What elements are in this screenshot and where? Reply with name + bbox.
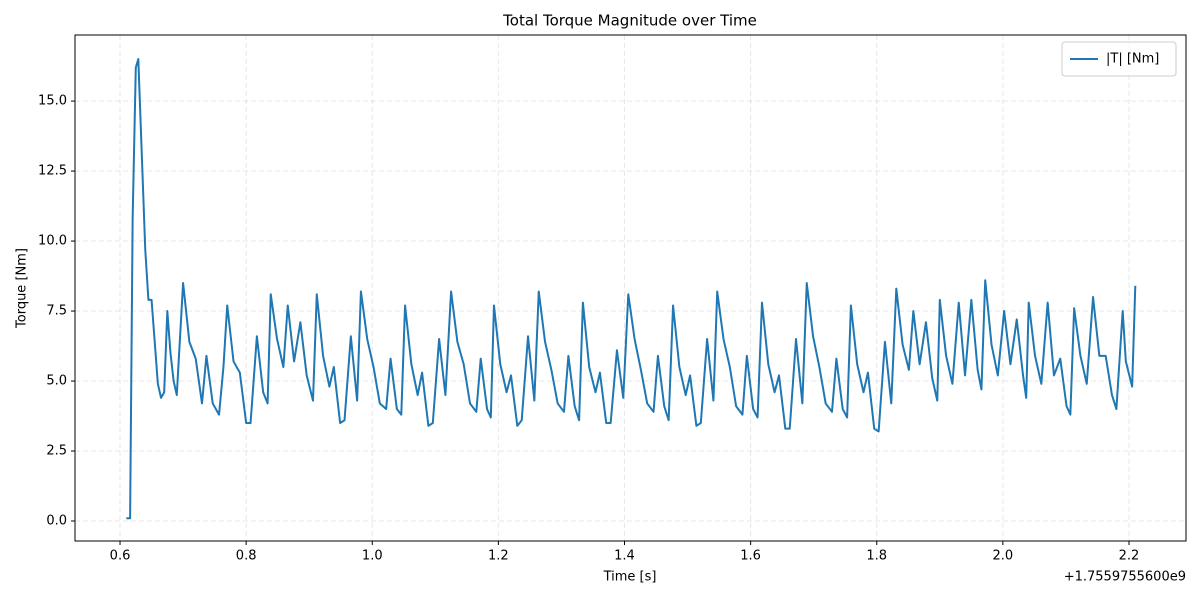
y-tick-label: 2.5 xyxy=(46,444,67,459)
legend-box xyxy=(1061,41,1177,77)
y-tick-label: 7.5 xyxy=(46,304,67,319)
data-line xyxy=(126,58,1137,520)
x-tick-label: 1.6 xyxy=(740,549,761,564)
offset-label: +1.7559755600e9 xyxy=(1064,570,1186,585)
x-tick-label: 0.8 xyxy=(236,549,257,564)
y-axis-label: Torque [Nm] xyxy=(15,248,30,329)
y-tick-label: 15.0 xyxy=(38,94,67,109)
x-tick-label: 2.2 xyxy=(1119,549,1140,564)
y-tick-label: 10.0 xyxy=(38,234,67,249)
x-tick-label: 1.8 xyxy=(866,549,887,564)
y-tick-label: 0.0 xyxy=(46,514,67,529)
legend-label: |T| [Nm] xyxy=(1106,52,1159,67)
x-tick-label: 1.2 xyxy=(488,549,509,564)
x-tick-label: 0.6 xyxy=(110,549,131,564)
y-tick-label: 12.5 xyxy=(38,164,67,179)
x-tick-label: 1.0 xyxy=(362,549,383,564)
x-axis-label: Time [s] xyxy=(603,570,657,585)
x-tick-label: 2.0 xyxy=(993,549,1014,564)
chart-title: Total Torque Magnitude over Time xyxy=(502,12,757,30)
axes-frame xyxy=(74,34,1187,542)
x-tick-label: 1.4 xyxy=(614,549,635,564)
y-tick-label: 5.0 xyxy=(46,374,67,389)
